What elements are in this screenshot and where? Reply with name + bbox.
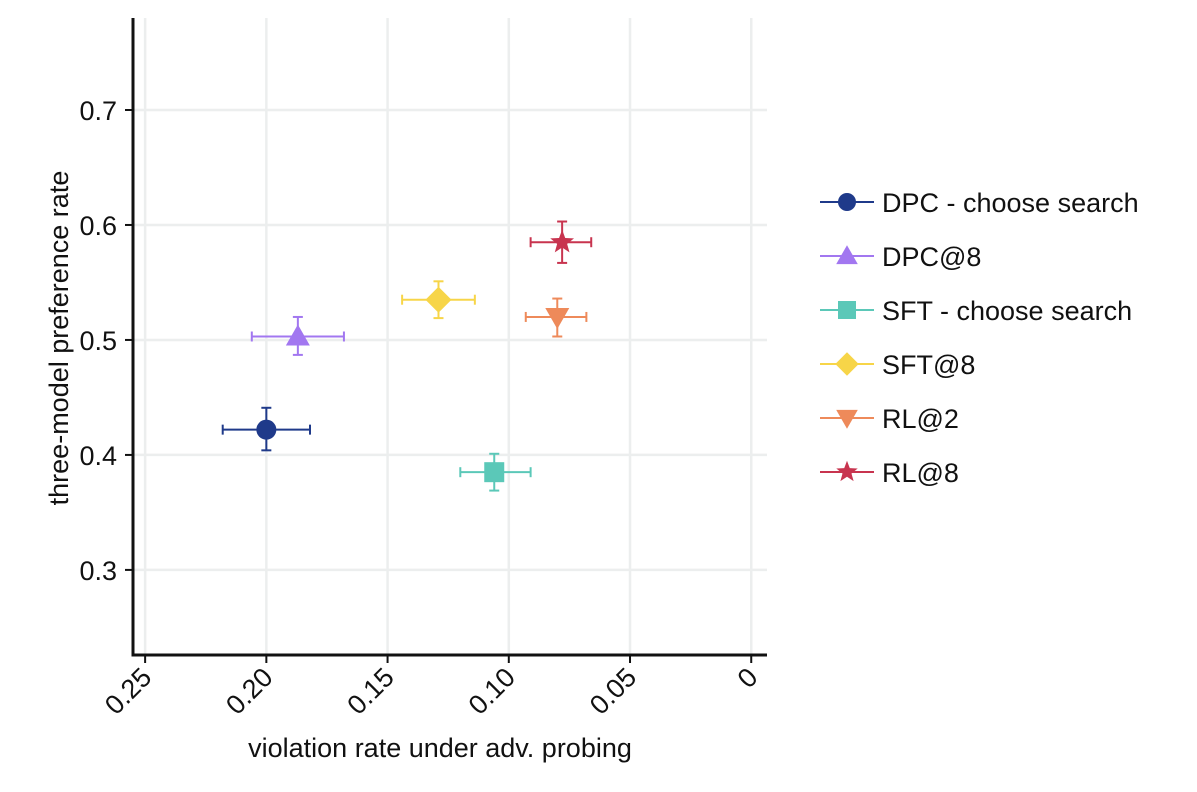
y-tick-label: 0.7 bbox=[79, 96, 117, 126]
data-point bbox=[484, 462, 505, 483]
y-tick-label: 0.4 bbox=[79, 441, 117, 471]
legend-marker bbox=[836, 245, 858, 265]
y-tick-label: 0.5 bbox=[79, 326, 117, 356]
legend-marker bbox=[838, 301, 856, 319]
data-point bbox=[256, 419, 277, 440]
legend-label: RL@2 bbox=[882, 404, 959, 434]
data-points bbox=[256, 229, 575, 483]
legend-marker bbox=[836, 460, 858, 482]
legend-label: DPC@8 bbox=[882, 242, 981, 272]
data-point bbox=[425, 286, 452, 313]
y-tick-label: 0.6 bbox=[79, 211, 117, 241]
legend-label: SFT - choose search bbox=[882, 296, 1132, 326]
legend-label: RL@8 bbox=[882, 458, 959, 488]
y-axis-label: three-model preference rate bbox=[44, 171, 74, 506]
legend-label: DPC - choose search bbox=[882, 188, 1139, 218]
data-point bbox=[545, 307, 570, 329]
data-point bbox=[285, 324, 310, 346]
y-tick-label: 0.3 bbox=[79, 556, 117, 586]
legend-marker bbox=[835, 352, 859, 376]
y-tick-labels: 0.3 0.4 0.5 0.6 0.7 bbox=[79, 96, 117, 586]
legend-label: SFT@8 bbox=[882, 350, 975, 380]
axes bbox=[125, 18, 767, 663]
x-axis-label: violation rate under adv. probing bbox=[248, 733, 632, 763]
data-point bbox=[550, 229, 575, 253]
grid bbox=[133, 18, 767, 655]
legend-marker bbox=[836, 409, 858, 429]
legend-marker bbox=[838, 193, 856, 211]
legend: DPC - choose search DPC@8 SFT - choose sea… bbox=[820, 188, 1139, 488]
